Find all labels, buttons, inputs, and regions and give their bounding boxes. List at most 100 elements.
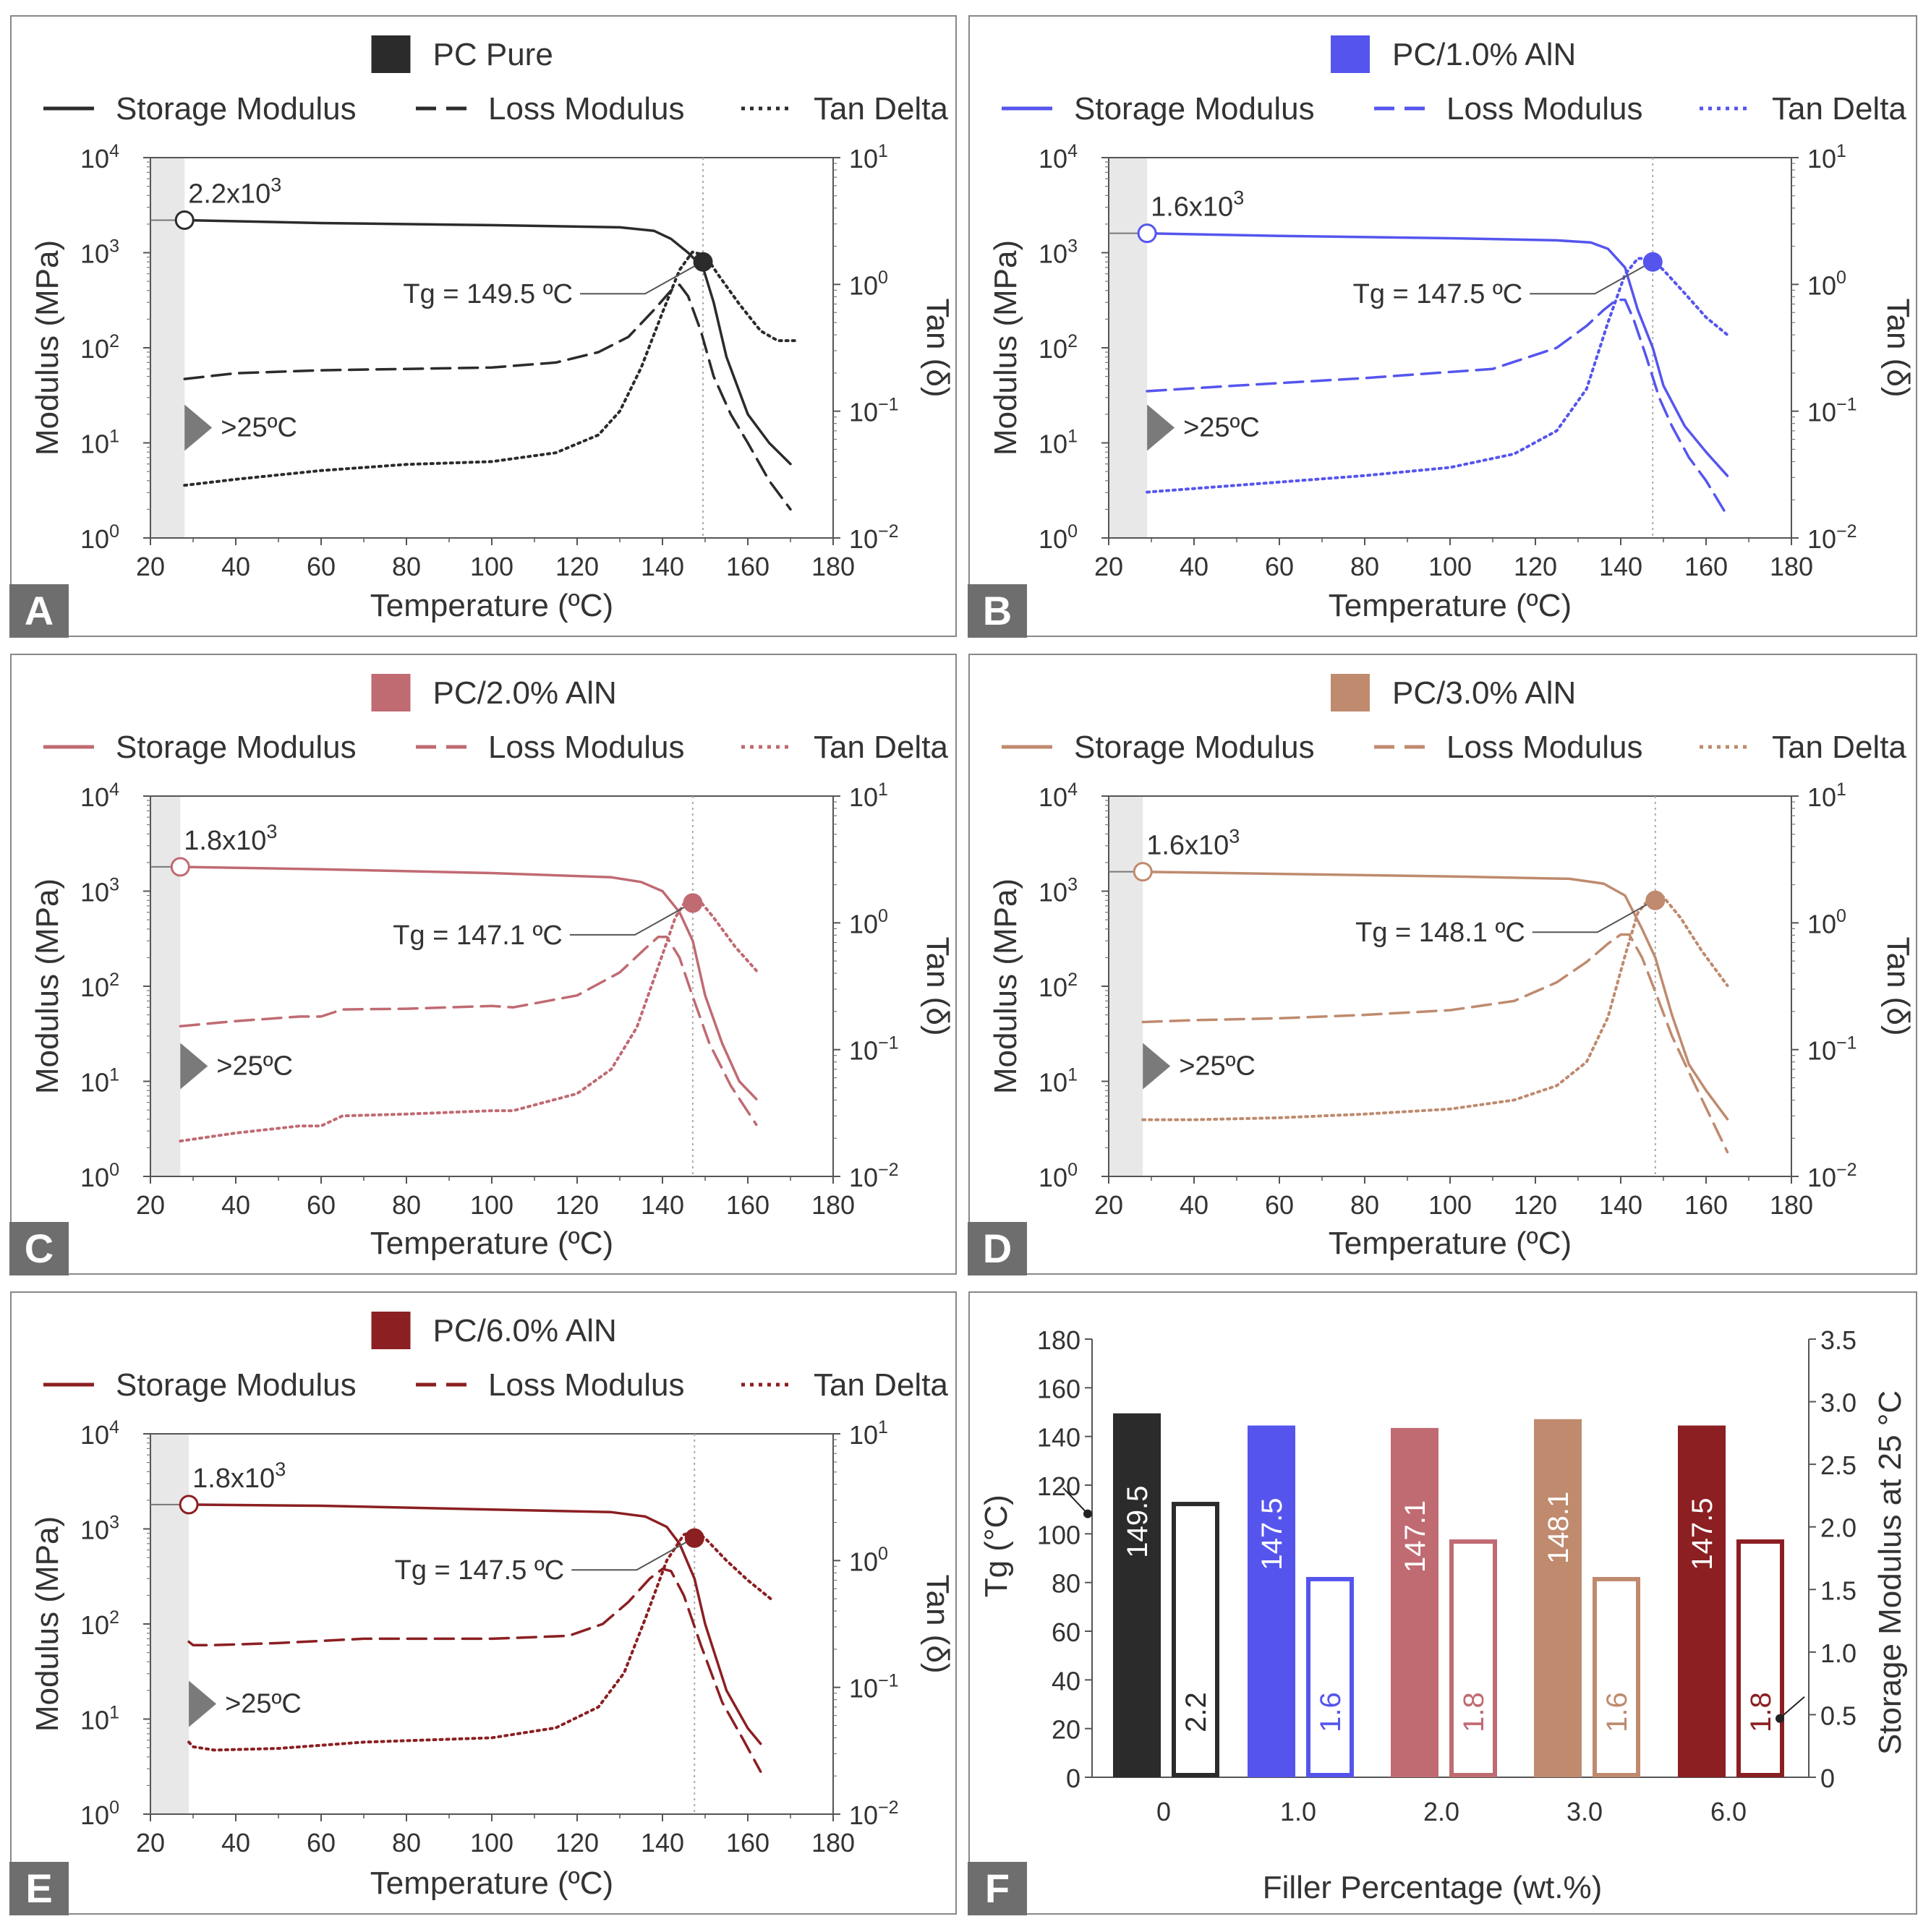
start-region [150, 796, 181, 1176]
storage-modulus-curve [187, 1503, 762, 1745]
tg-bar-label: 149.5 [1122, 1486, 1154, 1558]
loss-modulus-curve [179, 936, 758, 1127]
y-left-tick-label: 101 [1039, 426, 1078, 458]
panel-c: C PC/2.0% AlN Storage Modulus Loss Modulus T… [9, 654, 957, 1275]
y-right-tick-label: 100 [849, 906, 888, 939]
y-right-tick-label-base: 10 [1807, 782, 1836, 812]
x-tick-label: 100 [1428, 552, 1472, 581]
y-left-tick-label-exp: 4 [109, 141, 119, 161]
x-tick-label: 80 [1350, 552, 1379, 581]
start-region [1109, 796, 1143, 1176]
y-right-tick-label-base: 10 [1807, 524, 1836, 554]
start-annotation: >25ºC [221, 412, 297, 443]
y-left-tick-label-exp: 1 [1067, 426, 1078, 446]
tg-bar [1113, 1413, 1161, 1777]
legend-loss-label: Loss Modulus [1446, 91, 1642, 127]
y-left-label: Modulus (MPa) [30, 1516, 65, 1732]
y-left-tick-label: 120 [1037, 1471, 1080, 1501]
y-left-tick-label-base: 10 [80, 878, 109, 907]
tg-bar [1248, 1425, 1295, 1777]
legend-tan-label: Tan Delta [814, 91, 948, 127]
title-swatch [1331, 35, 1370, 73]
y-left-tick-label-exp: 4 [1067, 141, 1078, 161]
panel-e: E PC/6.0% AlN Storage Modulus Loss Modulus T… [9, 1291, 957, 1915]
tg-bar [1391, 1427, 1438, 1777]
y-right-label: Tan (δ) [920, 1575, 955, 1674]
y-right-tick-label: 10−2 [849, 1798, 899, 1830]
legend-storage-label: Storage Modulus [116, 91, 357, 127]
y-left-tick-label-base: 10 [80, 239, 109, 269]
y-left-tick-label: 102 [1039, 331, 1078, 364]
tg-bar-label: 147.5 [1256, 1497, 1288, 1570]
y-left-tick-label: 100 [80, 1160, 119, 1192]
y-right-tick-label-base: 10 [849, 270, 878, 300]
y-right-tick-label: 101 [849, 1417, 888, 1450]
y-right-tick-label-base: 10 [849, 782, 878, 812]
y-right-tick-label-exp: −2 [878, 1160, 899, 1180]
storage-bar [1172, 1502, 1219, 1777]
storage-bar-label: 1.8 [1745, 1692, 1777, 1732]
y-right-tick-label-base: 10 [1807, 144, 1836, 174]
left-axis-pointer [1062, 1487, 1088, 1515]
tg-bar [1534, 1419, 1582, 1777]
x-tick-label: 80 [392, 1828, 421, 1858]
x-tick-label: 20 [1094, 552, 1123, 581]
y-left-tick-label-base: 10 [1039, 1068, 1067, 1098]
y-left-tick-label: 100 [80, 1798, 119, 1830]
y-left-tick-label: 101 [80, 426, 119, 458]
x-tick-label: 140 [1599, 552, 1642, 581]
x-tick-label: 180 [1770, 552, 1813, 581]
x-tick-label: 180 [811, 552, 855, 581]
tg-marker [1645, 890, 1666, 910]
x-tick-label: 20 [136, 1190, 165, 1220]
y-left-tick-label: 104 [1039, 779, 1078, 812]
y-right-tick-label-base: 10 [849, 1800, 878, 1830]
y-left-tick-label: 40 [1052, 1666, 1080, 1696]
y-right-tick-label-base: 10 [849, 1547, 878, 1576]
x-tick-label: 60 [307, 552, 336, 581]
y-right-tick-label: 10−1 [1807, 1033, 1857, 1066]
y-right-tick-label-exp: 1 [1836, 779, 1846, 800]
x-tick-label: 40 [221, 552, 250, 581]
x-tick-label: 2.0 [1423, 1797, 1459, 1826]
left-axis-pointer-dot [1083, 1509, 1092, 1518]
x-tick-label: 60 [1265, 552, 1294, 581]
y-left-tick-label: 100 [1037, 1520, 1080, 1550]
y-left-label: Modulus (MPa) [988, 240, 1023, 456]
storage-bar [1736, 1539, 1784, 1777]
initial-storage-value-exp: 3 [1229, 826, 1240, 847]
y-right-tick-label-exp: −1 [1836, 395, 1857, 415]
panel-title: PC/2.0% AlN [433, 675, 617, 711]
initial-storage-value: 1.6x103 [1146, 826, 1240, 861]
x-tick-label: 20 [1094, 1190, 1123, 1220]
panel-f: F 0 20 40 60 80 100 120 140 160 180 0 0.5 1.0 1.5 2.0 2.… [968, 1291, 1917, 1915]
tg-leader [1530, 265, 1645, 295]
y-left-tick-label-base: 10 [80, 782, 109, 812]
panel-border [968, 1291, 1917, 1915]
x-tick-label: 60 [307, 1190, 336, 1220]
tg-marker [1642, 252, 1663, 272]
y-right-tick-label: 2.0 [1820, 1513, 1857, 1543]
x-tick-label: 180 [1770, 1190, 1813, 1220]
y-left-tick-label-exp: 3 [109, 236, 119, 256]
x-axis-label: Temperature (ºC) [1329, 588, 1572, 623]
x-tick-label: 120 [555, 1828, 599, 1858]
x-tick-label: 100 [470, 552, 513, 581]
y-right-tick-label: 100 [849, 268, 888, 300]
y-right-tick-label: 1.5 [1820, 1576, 1857, 1605]
panel-a: A PC Pure Storage Modulus Loss Modulus Tan D… [9, 15, 957, 638]
x-tick-label: 160 [1684, 552, 1728, 581]
initial-storage-value-exp: 3 [270, 174, 281, 196]
y-right-tick-label: 100 [849, 1544, 888, 1576]
x-tick-label: 20 [136, 1828, 165, 1858]
storage-modulus-curve [1146, 231, 1729, 477]
y-left-tick-label-base: 10 [80, 1516, 109, 1545]
y-right-tick-label-base: 10 [849, 144, 878, 174]
y-left-tick-label: 80 [1052, 1569, 1080, 1599]
tg-bar [1678, 1425, 1726, 1777]
y-left-tick-label-exp: 0 [1067, 1160, 1078, 1180]
y-right-tick-label: 10−1 [849, 1033, 899, 1066]
y-right-label: Tan (δ) [920, 299, 955, 398]
tg-leader [571, 1542, 686, 1571]
